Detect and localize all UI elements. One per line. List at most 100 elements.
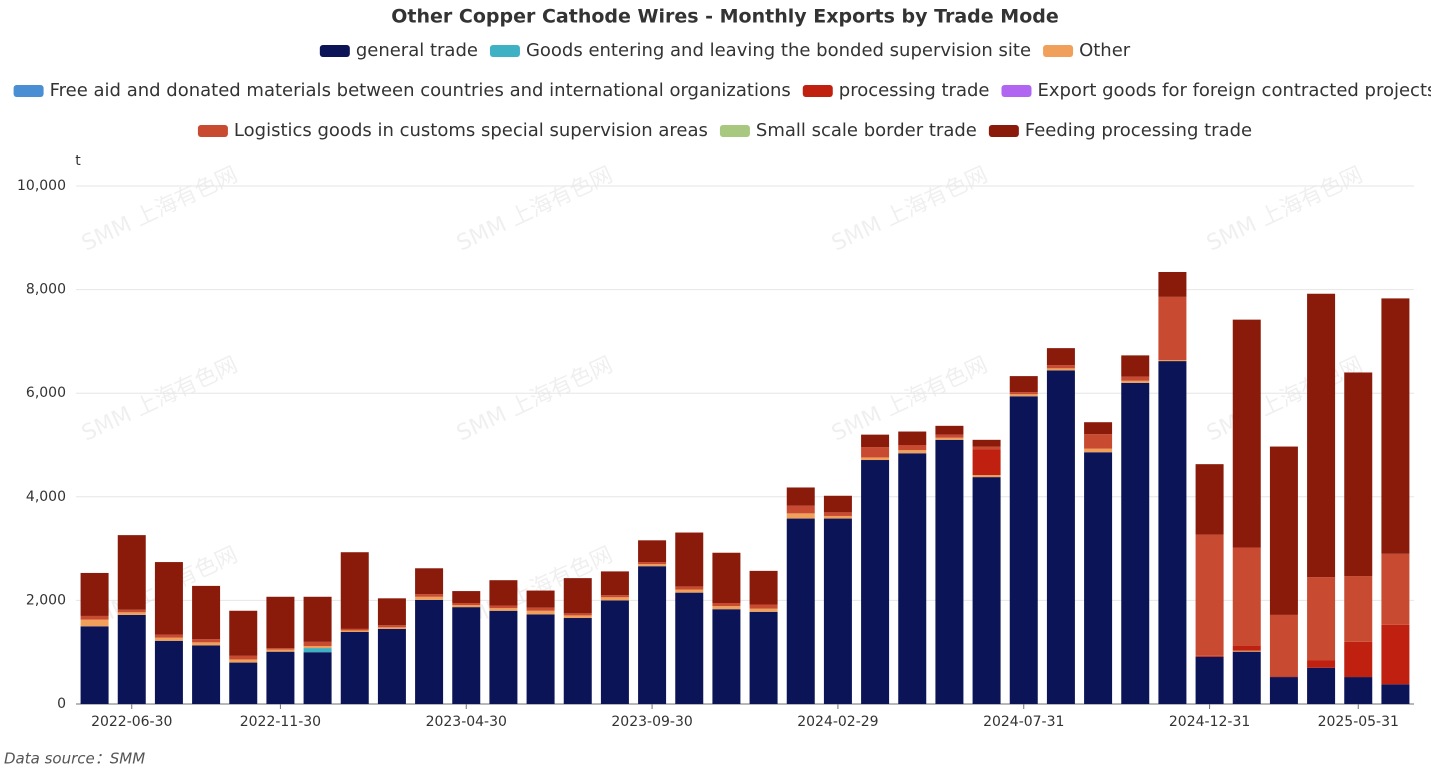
bar-segment: [1009, 396, 1038, 704]
watermark: SMM 上海有色网: [78, 163, 242, 257]
legend-swatch: [197, 125, 228, 137]
bar-segment: [1307, 577, 1336, 661]
bar-segment: [415, 596, 444, 600]
bar-segment: [415, 568, 444, 595]
y-tick-label: 10,000: [17, 178, 66, 194]
legend-label: processing trade: [839, 80, 990, 101]
bar-segment: [823, 515, 852, 519]
bar-segment: [600, 571, 629, 596]
bar-segment: [526, 610, 555, 615]
bar-segment: [786, 505, 815, 514]
bar-segment: [80, 572, 109, 616]
bar-segment: [786, 513, 815, 519]
bar-segment: [1009, 392, 1038, 395]
bar-segment: [563, 615, 592, 619]
bar-segment: [1009, 394, 1038, 397]
bar-segment: [1232, 645, 1261, 651]
bar-segment: [1121, 355, 1150, 377]
bar-segment: [229, 610, 258, 656]
bar-segment: [154, 637, 183, 641]
bar-segment: [377, 625, 406, 628]
bar-segment: [526, 607, 555, 611]
y-unit: t: [75, 153, 81, 169]
bar-segment: [1084, 434, 1113, 449]
bar-segment: [526, 614, 555, 704]
x-tick-label: 2022-11-30: [240, 714, 321, 730]
bar-segment: [1307, 660, 1336, 668]
bar-segment: [1195, 534, 1224, 656]
y-tick-label: 4,000: [26, 489, 66, 505]
bar-segment: [1046, 370, 1075, 704]
legend-label: Goods entering and leaving the bonded su…: [526, 40, 1031, 61]
bar-segment: [935, 434, 964, 438]
bar-segment: [972, 439, 1001, 447]
bar-segment: [1046, 365, 1075, 369]
legend-swatch: [489, 45, 520, 57]
bar-segment: [1232, 650, 1261, 652]
bar-segment: [1307, 293, 1336, 578]
bar-segment: [377, 627, 406, 629]
bar-segment: [489, 605, 518, 609]
bar-segment: [154, 640, 183, 704]
x-tick-label: 2023-04-30: [426, 714, 507, 730]
bar-segment: [526, 590, 555, 608]
watermark: SMM 上海有色网: [828, 163, 992, 257]
bar-segment: [154, 634, 183, 638]
legend-swatch: [319, 45, 350, 57]
bar-segment: [638, 566, 667, 704]
legend-label: Other: [1079, 40, 1131, 61]
y-tick-label: 8,000: [26, 282, 66, 298]
bar-segment: [823, 495, 852, 513]
bar-segment: [861, 460, 890, 704]
x-tick-label: 2024-07-31: [983, 714, 1064, 730]
bar-segment: [749, 608, 778, 612]
bar-segment: [749, 604, 778, 609]
bar-segment: [154, 562, 183, 635]
bar-segment: [600, 600, 629, 704]
bar-segment: [823, 512, 852, 516]
bar-segment: [861, 434, 890, 448]
bar-segment: [192, 645, 221, 704]
bar-segment: [563, 613, 592, 616]
bar-segment: [452, 605, 481, 608]
bar-segment: [675, 592, 704, 704]
bar-segment: [192, 642, 221, 646]
bar-segment: [1232, 651, 1261, 704]
bar-segment: [786, 487, 815, 506]
bar-segment: [749, 611, 778, 704]
bar-segment: [452, 607, 481, 704]
bar-segment: [489, 610, 518, 704]
x-tick-label: 2022-06-30: [91, 714, 172, 730]
bar-segment: [303, 652, 332, 704]
bar-segment: [192, 639, 221, 643]
bar-segment: [1344, 576, 1373, 642]
bar-segment: [712, 552, 741, 603]
bar-segment: [340, 628, 369, 631]
bar-segment: [266, 649, 295, 652]
bar-segment: [972, 449, 1001, 476]
bar-segment: [415, 599, 444, 704]
watermark: SMM 上海有色网: [1203, 353, 1367, 447]
bar-segment: [117, 614, 146, 704]
bar-segment: [1232, 319, 1261, 548]
bar-segment: [452, 591, 481, 603]
bar-segment: [563, 618, 592, 704]
bar-segment: [489, 608, 518, 611]
watermark: SMM 上海有色网: [453, 353, 617, 447]
bar-segment: [117, 612, 146, 615]
bar-segment: [861, 447, 890, 458]
bar-segment: [563, 578, 592, 614]
watermark: SMM 上海有色网: [78, 353, 242, 447]
bar-segment: [972, 475, 1001, 478]
bar-segment: [1195, 655, 1224, 657]
legend-swatch: [1001, 85, 1032, 97]
bar-segment: [1121, 382, 1150, 704]
bar-segment: [303, 645, 332, 649]
bar-segment: [1084, 452, 1113, 704]
bar-segment: [1084, 422, 1113, 435]
bar-segment: [377, 598, 406, 626]
bar-segment: [229, 655, 258, 660]
bar-segment: [898, 445, 927, 451]
y-tick-label: 6,000: [26, 385, 66, 401]
